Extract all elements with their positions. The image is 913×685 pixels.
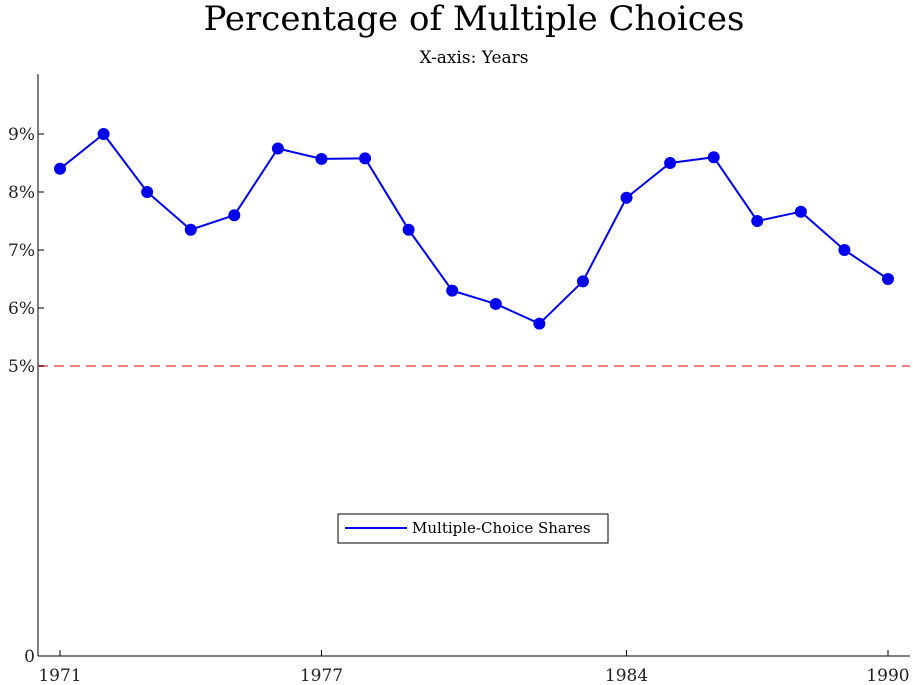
x-tick-group: 1971 1977 1984 1990 bbox=[38, 650, 910, 685]
data-point bbox=[54, 162, 66, 175]
data-point bbox=[228, 209, 241, 222]
y-tick-label: 9% bbox=[8, 125, 35, 145]
x-tick-label: 1984 bbox=[605, 666, 648, 685]
data-point bbox=[620, 191, 633, 204]
data-point bbox=[751, 215, 764, 227]
data-point bbox=[533, 317, 546, 330]
legend-label: Multiple-Choice Shares bbox=[412, 519, 591, 537]
y-tick-label: 0 bbox=[24, 647, 35, 667]
data-point bbox=[184, 223, 197, 236]
x-tick-label: 1990 bbox=[866, 666, 909, 685]
chart-subtitle: X-axis: Years bbox=[419, 48, 528, 68]
data-point bbox=[315, 152, 328, 165]
x-tick-label: 1971 bbox=[38, 666, 81, 685]
data-point bbox=[402, 223, 415, 236]
data-point bbox=[97, 128, 110, 140]
data-point bbox=[359, 152, 372, 165]
y-tick-label: 8% bbox=[8, 183, 35, 203]
data-point bbox=[446, 284, 459, 297]
legend: Multiple-Choice Shares bbox=[337, 513, 609, 544]
data-point bbox=[882, 273, 894, 285]
y-tick-label: 5% bbox=[8, 357, 35, 377]
data-point bbox=[664, 157, 677, 169]
x-tick-label: 1977 bbox=[300, 666, 343, 685]
data-point bbox=[707, 151, 720, 164]
y-tick-group: 0 5% 6% 7% 8% 9% bbox=[8, 125, 44, 667]
data-point bbox=[794, 205, 807, 218]
data-point bbox=[489, 297, 502, 310]
data-point bbox=[271, 142, 284, 155]
series-group bbox=[54, 128, 894, 330]
data-point bbox=[576, 275, 589, 288]
y-tick-label: 7% bbox=[8, 241, 35, 261]
y-tick-label: 6% bbox=[8, 299, 35, 319]
data-point bbox=[838, 244, 851, 256]
series-line bbox=[59, 132, 889, 325]
chart-title: Percentage of Multiple Choices bbox=[204, 0, 745, 39]
data-point bbox=[141, 186, 154, 198]
